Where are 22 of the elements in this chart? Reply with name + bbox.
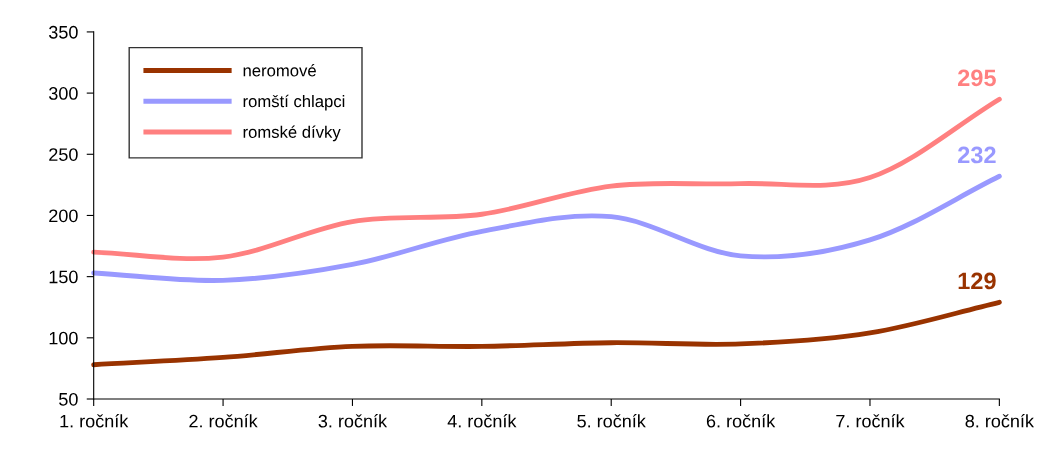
x-tick-label: 1. ročník bbox=[60, 414, 129, 428]
data-label: 129 bbox=[958, 272, 996, 290]
x-tick-label: 8. ročník bbox=[965, 414, 1035, 428]
x-tick-label: 2. ročník bbox=[189, 414, 258, 428]
y-tick-label: 100 bbox=[49, 331, 78, 345]
line-series bbox=[91, 299, 1002, 368]
data-label: 295 bbox=[958, 69, 996, 87]
x-tick-label: 3. ročník bbox=[318, 414, 388, 428]
y-tick-label: 350 bbox=[48, 25, 78, 39]
legend-label: romské dívky bbox=[243, 125, 341, 142]
y-tick-label: 150 bbox=[49, 270, 78, 284]
x-tick-label: 7. ročník bbox=[836, 414, 905, 428]
y-tick-label: 50 bbox=[59, 392, 78, 406]
x-tick-label: 6. ročník bbox=[706, 414, 776, 428]
y-tick-label: 300 bbox=[48, 87, 78, 100]
y-tick-label: 250 bbox=[49, 148, 78, 161]
legend-label: neromové bbox=[243, 64, 316, 77]
x-tick-label: 4. ročník bbox=[447, 414, 517, 428]
y-tick-label: 200 bbox=[49, 209, 78, 223]
data-label: 232 bbox=[958, 146, 996, 164]
legend-label: romští chlapci bbox=[243, 94, 345, 111]
x-tick-label: 5. ročník bbox=[577, 414, 646, 428]
